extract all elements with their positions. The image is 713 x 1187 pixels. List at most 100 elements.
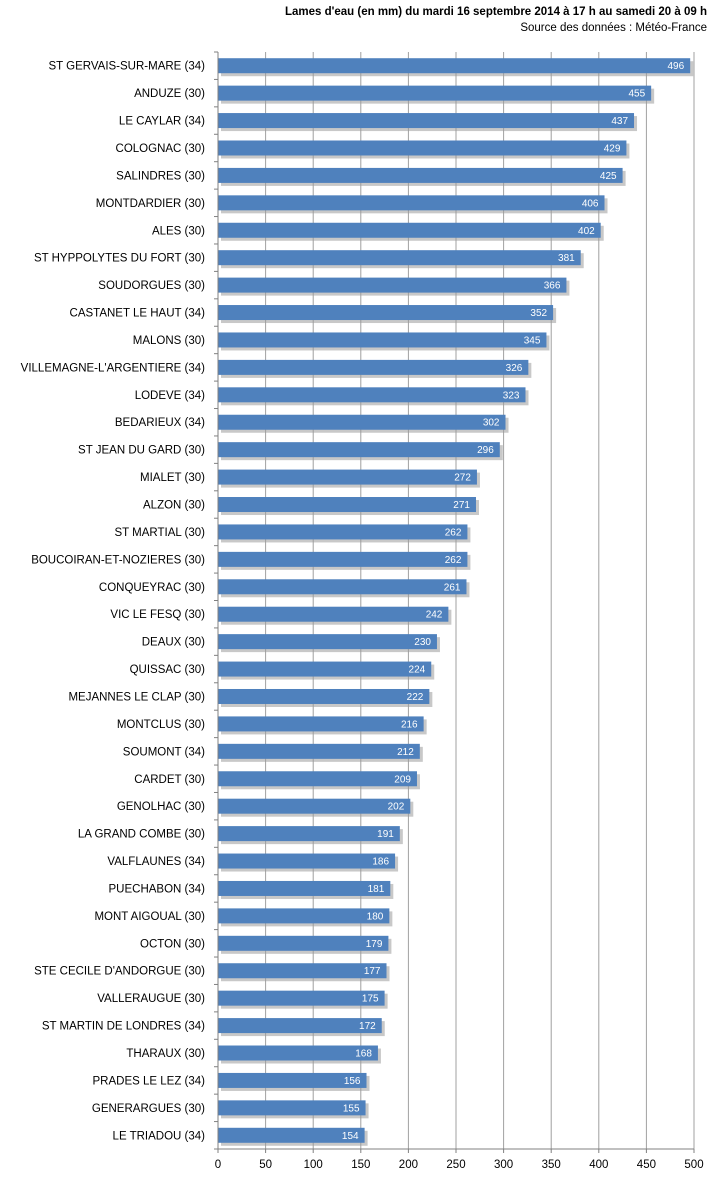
bar: [218, 551, 468, 567]
category-label: GENERARGUES (30): [92, 1103, 205, 1115]
data-label: 261: [444, 582, 461, 593]
axes: [214, 51, 695, 1153]
category-label: MIALET (30): [140, 472, 205, 484]
data-label: 455: [628, 89, 645, 100]
category-label: ST JEAN DU GARD (30): [78, 445, 205, 457]
data-label: 406: [582, 198, 599, 209]
data-label: 154: [342, 1131, 359, 1142]
chart-title: Lames d'eau (en mm) du mardi 16 septembr…: [284, 6, 707, 18]
category-label: MALONS (30): [133, 335, 205, 347]
category-label: MONTDARDIER (30): [96, 198, 205, 210]
x-tick-label: 450: [637, 1159, 656, 1171]
tick-labels: 0 50 100 150 200 250 300 350 400 450 500 ST GERVAIS…: [21, 61, 704, 1171]
category-label: ST HYPPOLYTES DU FORT (30): [34, 253, 205, 265]
data-label: 172: [359, 1021, 376, 1032]
category-label: VALLERAUGUE (30): [97, 993, 205, 1005]
data-label: 177: [364, 966, 381, 977]
category-label: OCTON (30): [140, 938, 205, 950]
data-label: 366: [544, 281, 561, 292]
bar: [218, 524, 468, 540]
bar: [218, 1127, 365, 1143]
category-label: ST MARTIN DE LONDRES (34): [42, 1021, 205, 1033]
data-label: 222: [407, 692, 424, 703]
bar: [218, 442, 500, 458]
data-label: 180: [367, 911, 384, 922]
data-label: 323: [503, 390, 520, 401]
bar: [218, 935, 389, 951]
bar: [218, 1072, 367, 1088]
chart-subtitle: Source des données : Météo-France: [520, 22, 707, 34]
data-label: 242: [426, 610, 443, 621]
data-label: 345: [524, 335, 541, 346]
data-label: 262: [445, 527, 462, 538]
data-label: 496: [668, 61, 685, 72]
category-label: DEAUX (30): [142, 637, 205, 649]
bar: [218, 880, 391, 896]
x-tick-label: 200: [399, 1159, 418, 1171]
x-tick-label: 250: [446, 1159, 465, 1171]
x-tick-label: 0: [215, 1159, 221, 1171]
data-label: 212: [397, 747, 414, 758]
category-label: BOUCOIRAN-ET-NOZIERES (30): [31, 554, 205, 566]
data-label: 202: [388, 802, 405, 813]
bar: [218, 634, 437, 650]
data-label: 230: [414, 637, 431, 648]
bar: [218, 85, 652, 101]
data-label: 175: [362, 994, 379, 1005]
category-label: CARDET (30): [134, 774, 205, 786]
category-label: COLOGNAC (30): [116, 143, 206, 155]
bar: [218, 250, 581, 266]
bar: [218, 743, 420, 759]
category-label: QUISSAC (30): [130, 664, 206, 676]
data-label: 271: [453, 500, 470, 511]
data-label: 429: [604, 143, 621, 154]
category-label: MONT AIGOUAL (30): [94, 911, 205, 923]
data-label: 216: [401, 719, 418, 730]
x-tick-label: 500: [684, 1159, 703, 1171]
category-label: THARAUX (30): [126, 1048, 205, 1060]
bar: [218, 277, 567, 293]
data-label: 209: [394, 774, 411, 785]
category-label: ALES (30): [152, 225, 205, 237]
data-label: 156: [344, 1076, 361, 1087]
category-label: PUECHABON (34): [109, 883, 206, 895]
x-tick-label: 50: [259, 1159, 272, 1171]
bar: [218, 908, 390, 924]
data-label: 352: [530, 308, 547, 319]
data-label: 262: [445, 555, 462, 566]
x-tick-label: 350: [542, 1159, 561, 1171]
data-label: 437: [611, 116, 628, 127]
category-label: GENOLHAC (30): [117, 801, 205, 813]
bar: [218, 771, 417, 787]
x-tick-label: 400: [589, 1159, 608, 1171]
bar: [218, 1100, 366, 1116]
bar: [218, 853, 396, 869]
category-label: VIC LE FESQ (30): [110, 609, 205, 621]
title-block: Lames d'eau (en mm) du mardi 16 septembr…: [285, 4, 707, 36]
bar: [218, 359, 529, 375]
bar: [218, 167, 623, 183]
bar: [218, 222, 601, 238]
bar: [218, 661, 432, 677]
category-label: LODEVE (34): [135, 390, 205, 402]
category-label: SOUMONT (34): [123, 746, 205, 758]
data-label: 381: [558, 253, 575, 264]
category-label: CONQUEYRAC (30): [99, 582, 205, 594]
x-tick-label: 300: [494, 1159, 513, 1171]
bar: [218, 332, 547, 348]
category-label: PRADES LE LEZ (34): [93, 1075, 206, 1087]
bar: [218, 798, 411, 814]
data-label: 168: [355, 1049, 372, 1060]
category-label: ST MARTIAL (30): [114, 527, 205, 539]
bar: [218, 963, 387, 979]
bar: [218, 113, 635, 129]
category-label: SALINDRES (30): [116, 170, 205, 182]
category-label: ST GERVAIS-SUR-MARE (34): [48, 61, 205, 73]
bar: [218, 716, 424, 732]
x-tick-label: 100: [304, 1159, 323, 1171]
data-label: 326: [506, 363, 523, 374]
data-label: 224: [409, 665, 426, 676]
bar: [218, 387, 526, 403]
data-label: 272: [454, 473, 471, 484]
category-label: MONTCLUS (30): [117, 719, 205, 731]
